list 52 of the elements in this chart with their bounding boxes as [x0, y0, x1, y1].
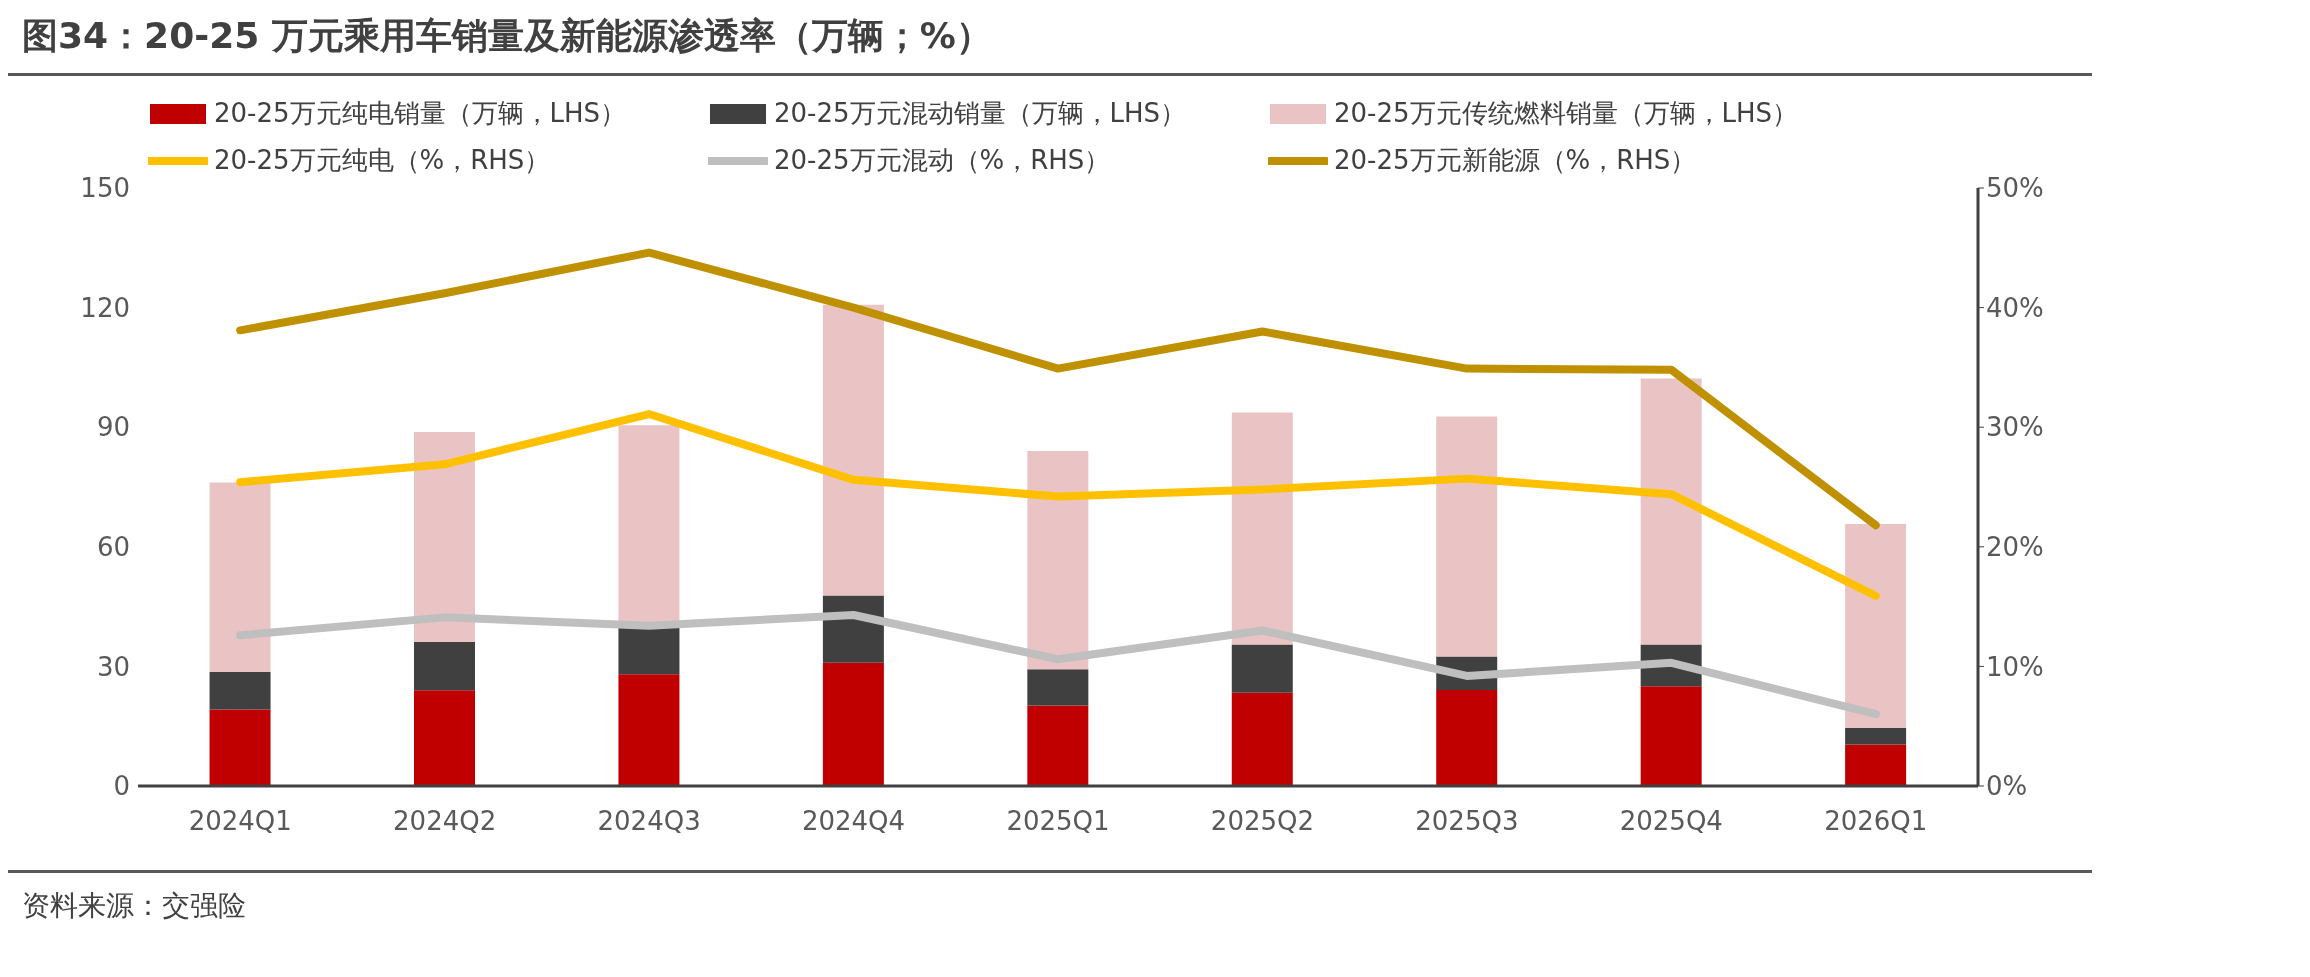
y2-tick-label: 40% — [1986, 292, 2044, 323]
y-tick-label: 60 — [96, 532, 130, 563]
legend-label: 20-25万元混动销量（万辆，LHS） — [774, 97, 1187, 130]
bar — [1845, 524, 1907, 728]
bar — [1027, 451, 1089, 670]
y2-tick-label: 0% — [1986, 771, 2028, 802]
y-tick-label: 120 — [80, 292, 130, 323]
bar — [1436, 416, 1498, 657]
legend-label: 20-25万元纯电销量（万辆，LHS） — [214, 97, 627, 130]
bar — [1845, 744, 1907, 786]
bar — [618, 627, 680, 675]
y-tick-label: 90 — [96, 412, 130, 443]
x-tick-label: 2026Q1 — [1824, 806, 1928, 837]
x-tick-label: 2024Q1 — [188, 806, 292, 837]
bar — [1231, 692, 1293, 786]
bar — [209, 709, 271, 786]
x-tick-label: 2025Q2 — [1210, 806, 1315, 837]
bar — [414, 431, 475, 643]
bar — [822, 662, 884, 786]
y2-tick-label: 50% — [1986, 173, 2044, 204]
legend-label: 20-25万元纯电（%，RHS） — [214, 144, 551, 177]
bar — [209, 482, 271, 672]
legend-label: 20-25万元新能源（%，RHS） — [1334, 144, 1697, 177]
bar — [1845, 727, 1907, 745]
bar — [1231, 412, 1293, 645]
bar — [1027, 669, 1089, 706]
legend-label: 20-25万元混动（%，RHS） — [774, 144, 1111, 177]
x-tick-label: 2024Q2 — [393, 806, 497, 837]
bar — [1436, 689, 1498, 786]
bar — [209, 671, 271, 710]
text: 资料来源：交强险 — [22, 888, 247, 924]
y-tick-label: 30 — [96, 651, 130, 682]
bar — [414, 642, 475, 691]
bar — [1027, 705, 1089, 786]
bar — [1640, 378, 1702, 645]
x-tick-label: 2025Q1 — [1006, 806, 1110, 837]
y2-tick-label: 30% — [1986, 412, 2044, 443]
x-tick-label: 2025Q4 — [1619, 806, 1723, 837]
x-tick-label: 2024Q4 — [801, 806, 906, 837]
y-tick-label: 0 — [113, 771, 130, 802]
bar — [822, 304, 884, 596]
y2-tick-label: 10% — [1986, 651, 2044, 682]
legend-label: 20-25万元传统燃料销量（万辆，LHS） — [1334, 97, 1799, 130]
bar — [1640, 686, 1702, 786]
bar — [618, 674, 680, 786]
x-tick-label: 2025Q3 — [1415, 806, 1519, 837]
chart-title: 图34：20-25 万元乘用车销量及新能源渗透率（万辆；%） — [8, 8, 2092, 76]
y2-tick-label: 20% — [1986, 532, 2044, 563]
bar — [1231, 644, 1293, 693]
y-tick-label: 150 — [80, 173, 130, 204]
bar — [414, 690, 475, 786]
x-tick-label: 2024Q3 — [597, 806, 701, 837]
